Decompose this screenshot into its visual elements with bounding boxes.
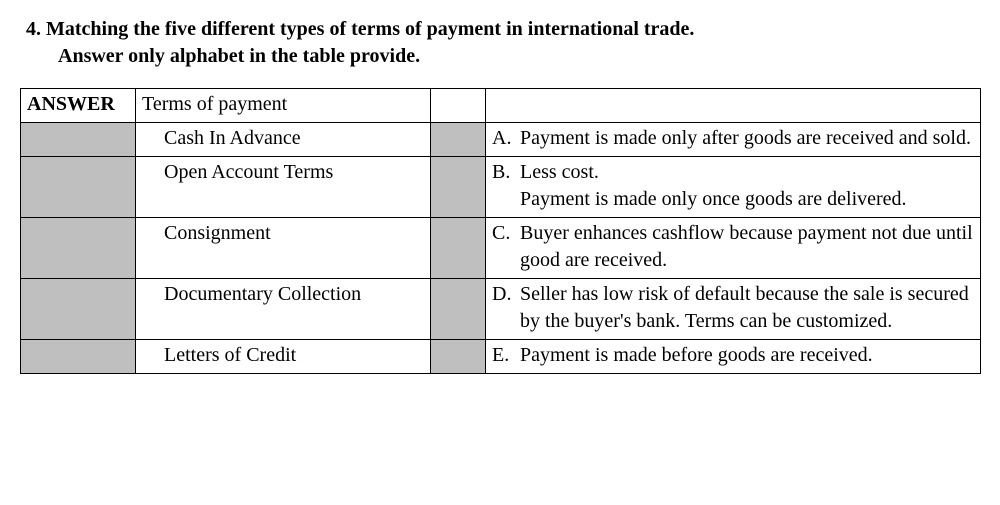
header-terms: Terms of payment	[136, 89, 431, 123]
desc-letter: A.	[492, 125, 520, 152]
table-row: Consignment C. Buyer enhances cashflow b…	[21, 218, 981, 279]
answer-cell[interactable]	[21, 157, 136, 218]
matching-table: ANSWER Terms of payment Cash In Advance …	[20, 88, 981, 374]
table-row: Open Account Terms B. Less cost.Payment …	[21, 157, 981, 218]
answer-cell[interactable]	[21, 340, 136, 374]
desc-text: Buyer enhances cashflow because payment …	[520, 220, 974, 274]
gap-cell	[431, 157, 486, 218]
header-gap	[431, 89, 486, 123]
desc-letter: E.	[492, 342, 520, 369]
heading-line-2: Answer only alphabet in the table provid…	[26, 43, 974, 70]
desc-letter: D.	[492, 281, 520, 308]
desc-letter: B.	[492, 159, 520, 186]
gap-cell	[431, 123, 486, 157]
header-desc	[486, 89, 981, 123]
desc-text: Payment is made before goods are receive…	[520, 342, 974, 369]
term-cell: Consignment	[136, 218, 431, 279]
term-cell: Documentary Collection	[136, 279, 431, 340]
answer-cell[interactable]	[21, 123, 136, 157]
question-heading: 4. Matching the five different types of …	[20, 16, 980, 70]
table-row: Documentary Collection D. Seller has low…	[21, 279, 981, 340]
desc-cell: B. Less cost.Payment is made only once g…	[486, 157, 981, 218]
desc-cell: D. Seller has low risk of default becaus…	[486, 279, 981, 340]
desc-text: Seller has low risk of default because t…	[520, 281, 974, 335]
gap-cell	[431, 218, 486, 279]
desc-letter: C.	[492, 220, 520, 247]
desc-cell: C. Buyer enhances cashflow because payme…	[486, 218, 981, 279]
term-cell: Open Account Terms	[136, 157, 431, 218]
desc-text: Less cost.Payment is made only once good…	[520, 159, 974, 213]
table-row: Letters of Credit E. Payment is made bef…	[21, 340, 981, 374]
desc-text: Payment is made only after goods are rec…	[520, 125, 974, 152]
table-header-row: ANSWER Terms of payment	[21, 89, 981, 123]
answer-cell[interactable]	[21, 279, 136, 340]
heading-line-1: 4. Matching the five different types of …	[26, 16, 974, 43]
table-row: Cash In Advance A. Payment is made only …	[21, 123, 981, 157]
term-cell: Letters of Credit	[136, 340, 431, 374]
desc-cell: E. Payment is made before goods are rece…	[486, 340, 981, 374]
answer-cell[interactable]	[21, 218, 136, 279]
gap-cell	[431, 279, 486, 340]
header-answer: ANSWER	[21, 89, 136, 123]
gap-cell	[431, 340, 486, 374]
term-cell: Cash In Advance	[136, 123, 431, 157]
desc-cell: A. Payment is made only after goods are …	[486, 123, 981, 157]
